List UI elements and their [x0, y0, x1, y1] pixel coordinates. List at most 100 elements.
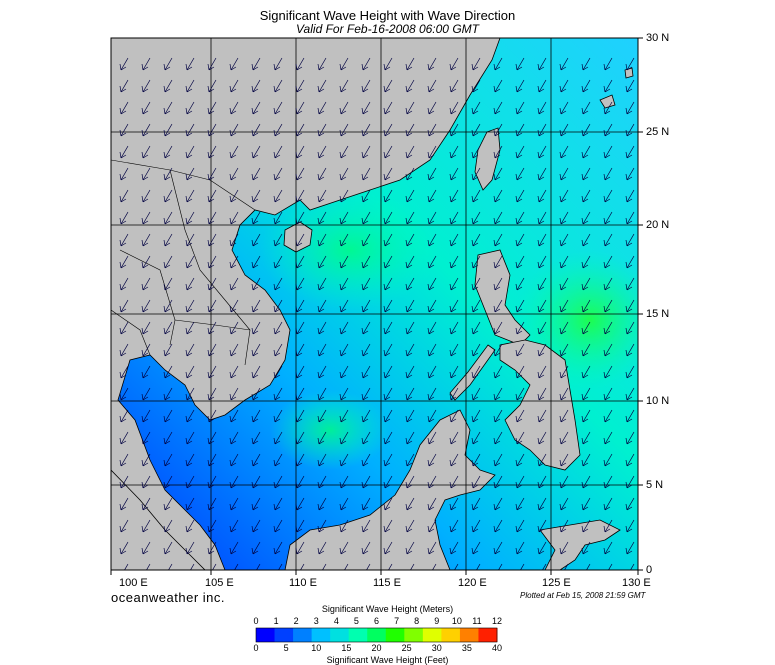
wave-arrow: [427, 431, 437, 445]
wave-arrow: [185, 519, 195, 533]
wave-arrow: [229, 211, 239, 225]
wave-arrow: [537, 453, 547, 467]
wave-arrow: [515, 475, 525, 489]
wave-arrow: [361, 211, 371, 225]
lon-ticks: [110, 570, 639, 575]
country-borders: [111, 159, 256, 366]
wave-arrow: [449, 299, 459, 313]
wave-arrow: [603, 519, 613, 533]
wave-arrow: [251, 519, 261, 533]
wave-arrow: [625, 453, 635, 467]
wave-arrow: [295, 145, 305, 159]
wave-arrow: [559, 233, 569, 247]
wave-arrow: [559, 343, 569, 357]
wave-arrow: [427, 189, 437, 203]
wave-arrow: [559, 431, 569, 445]
wave-arrow: [119, 453, 129, 467]
wave-arrow: [625, 475, 635, 489]
wave-arrow: [362, 563, 371, 570]
wave-arrow: [559, 497, 569, 511]
lon-label-120e: 120 E: [458, 577, 487, 589]
wave-arrow: [625, 519, 635, 533]
wave-arrow: [383, 453, 393, 467]
wave-arrow: [449, 453, 459, 467]
wave-arrow: [625, 299, 635, 313]
wave-arrow: [559, 365, 569, 379]
wave-arrow: [339, 541, 349, 555]
wave-arrow: [185, 167, 195, 181]
wave-arrow: [273, 57, 283, 71]
wave-arrow: [581, 541, 591, 555]
wave-arrow: [141, 343, 151, 357]
wave-arrow: [383, 211, 393, 225]
wave-arrow: [537, 343, 547, 357]
wave-arrow: [625, 277, 635, 291]
wave-arrow: [295, 365, 305, 379]
wave-arrow: [163, 189, 173, 203]
wave-arrow: [493, 145, 503, 159]
wave-arrow: [339, 79, 349, 93]
wave-arrow: [119, 79, 129, 93]
wave-arrow: [317, 101, 327, 115]
wave-arrow: [515, 343, 525, 357]
wave-arrow: [141, 255, 151, 269]
wave-arrow: [251, 431, 261, 445]
wave-arrow: [141, 57, 151, 71]
wave-arrow: [625, 145, 635, 159]
wave-direction-arrows: [119, 57, 635, 570]
wave-arrow: [493, 321, 503, 335]
wave-arrow: [339, 57, 349, 71]
wave-arrow: [185, 211, 195, 225]
wave-arrow: [251, 321, 261, 335]
wave-arrow: [493, 475, 503, 489]
wave-arrow: [361, 189, 371, 203]
wave-arrow: [581, 475, 591, 489]
wave-arrow: [339, 343, 349, 357]
wave-arrow: [383, 255, 393, 269]
wave-arrow: [119, 365, 129, 379]
wave-arrow: [471, 255, 481, 269]
wave-arrow: [515, 321, 525, 335]
wave-arrow: [119, 409, 129, 423]
wave-arrow: [163, 409, 173, 423]
wave-arrow: [471, 233, 481, 247]
wave-arrow: [383, 475, 393, 489]
wave-arrow: [119, 343, 129, 357]
wave-arrow: [494, 563, 503, 570]
wave-arrow: [603, 409, 613, 423]
wave-arrow: [339, 123, 349, 137]
colorbar-cell: [422, 628, 442, 642]
wave-arrow: [119, 233, 129, 247]
wave-arrow: [383, 145, 393, 159]
wave-arrow: [317, 189, 327, 203]
wave-arrow: [361, 145, 371, 159]
wave-arrow: [251, 101, 261, 115]
wave-arrow: [449, 57, 459, 71]
wave-arrow: [317, 57, 327, 71]
lon-label-100e: 100 E: [119, 577, 148, 589]
wave-arrow: [625, 189, 635, 203]
wave-arrow: [493, 365, 503, 379]
wave-arrow: [449, 189, 459, 203]
wave-arrow: [427, 145, 437, 159]
wave-arrow: [449, 431, 459, 445]
wave-arrow: [581, 299, 591, 313]
wave-arrow: [383, 409, 393, 423]
wave-arrow: [361, 299, 371, 313]
wave-arrow: [185, 123, 195, 137]
wave-arrow: [383, 123, 393, 137]
wave-arrow: [427, 123, 437, 137]
wave-arrow: [361, 57, 371, 71]
wave-arrow: [229, 387, 239, 401]
wave-arrow: [449, 541, 459, 555]
wave-arrow: [515, 409, 525, 423]
wave-arrow: [295, 321, 305, 335]
wave-arrow: [559, 299, 569, 313]
wave-arrow: [163, 145, 173, 159]
wave-arrow: [185, 475, 195, 489]
wave-arrow: [207, 57, 217, 71]
wave-arrow: [449, 409, 459, 423]
wave-arrow: [185, 277, 195, 291]
wave-arrow: [405, 277, 415, 291]
wave-arrow: [295, 431, 305, 445]
